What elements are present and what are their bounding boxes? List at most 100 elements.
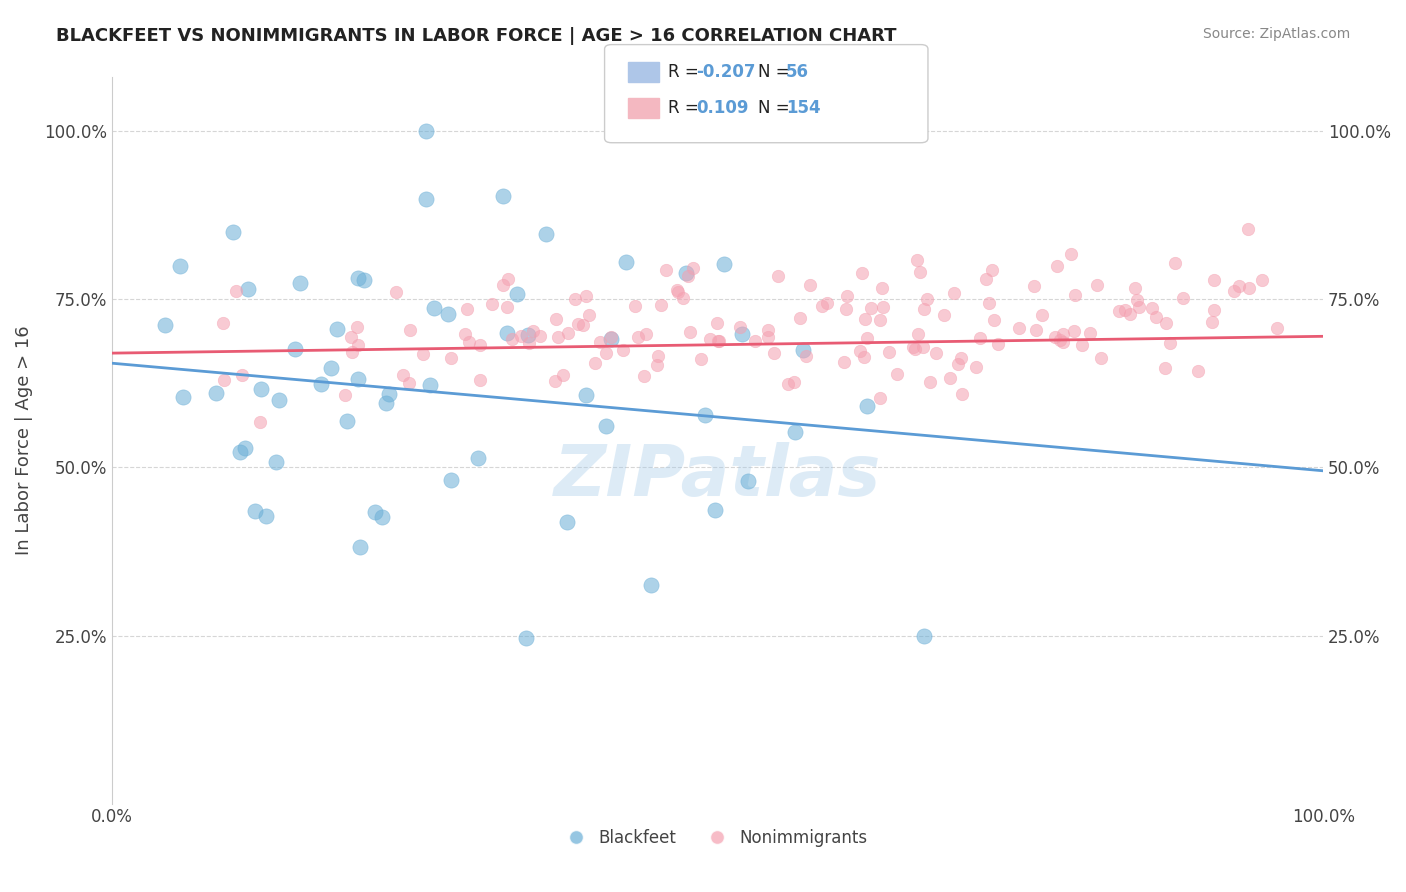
blue — [912, 629, 935, 643]
blue — [505, 286, 527, 301]
pink — [768, 269, 790, 284]
pink — [987, 337, 1010, 351]
Text: N =: N = — [758, 99, 794, 117]
blue — [856, 400, 879, 414]
pink — [623, 299, 645, 313]
blue — [378, 387, 401, 401]
pink — [583, 355, 606, 369]
pink — [399, 323, 422, 337]
pink — [901, 340, 924, 354]
blue — [731, 326, 754, 341]
pink — [650, 298, 672, 312]
Text: R =: R = — [668, 63, 704, 81]
pink — [811, 299, 834, 313]
pink — [1142, 301, 1164, 316]
pink — [491, 278, 513, 293]
pink — [1227, 278, 1250, 293]
pink — [412, 347, 434, 361]
pink — [1251, 273, 1274, 287]
pink — [509, 329, 531, 343]
pink — [578, 308, 600, 322]
pink — [907, 327, 929, 342]
pink — [1031, 309, 1053, 323]
pink — [886, 367, 908, 381]
blue — [347, 372, 370, 386]
pink — [1052, 326, 1074, 341]
pink — [575, 289, 598, 303]
blue — [269, 392, 291, 407]
pink — [969, 331, 991, 345]
pink — [877, 345, 900, 359]
pink — [645, 359, 668, 373]
pink — [672, 291, 695, 305]
pink — [1090, 351, 1112, 365]
pink — [943, 286, 966, 301]
pink — [496, 272, 519, 286]
pink — [679, 325, 702, 339]
blue — [792, 343, 814, 358]
pink — [1024, 278, 1046, 293]
pink — [212, 316, 235, 330]
pink — [950, 386, 973, 401]
blue — [153, 318, 176, 332]
blue — [353, 273, 375, 287]
pink — [468, 373, 491, 387]
pink — [392, 368, 415, 383]
pink — [789, 310, 811, 325]
pink — [979, 295, 1001, 310]
pink — [980, 263, 1002, 277]
blue — [205, 385, 228, 400]
pink — [1046, 260, 1069, 274]
Text: 154: 154 — [786, 99, 821, 117]
pink — [1007, 321, 1029, 335]
pink — [1202, 273, 1225, 287]
pink — [917, 292, 939, 306]
pink — [1153, 360, 1175, 375]
pink — [567, 317, 589, 331]
pink — [481, 297, 503, 311]
pink — [965, 360, 987, 375]
blue — [555, 516, 578, 530]
blue — [737, 474, 759, 488]
pink — [932, 308, 955, 322]
pink — [758, 329, 780, 343]
pink — [589, 335, 612, 350]
pink — [529, 328, 551, 343]
pink — [794, 350, 817, 364]
blue — [349, 540, 371, 554]
blue — [675, 267, 697, 281]
pink — [347, 337, 370, 351]
pink — [869, 313, 891, 327]
pink — [872, 300, 894, 314]
pink — [346, 320, 368, 334]
pink — [595, 346, 617, 360]
pink — [612, 343, 634, 357]
pink — [853, 311, 876, 326]
pink — [1025, 323, 1047, 337]
pink — [939, 371, 962, 385]
blue — [785, 425, 807, 440]
blue — [238, 281, 260, 295]
pink — [440, 351, 463, 365]
blue — [440, 473, 463, 487]
blue — [347, 271, 370, 285]
pink — [870, 281, 893, 295]
pink — [976, 272, 998, 286]
pink — [666, 283, 689, 297]
pink — [454, 327, 477, 342]
pink — [1064, 287, 1087, 301]
pink — [1060, 247, 1083, 261]
blue — [336, 414, 359, 428]
pink — [501, 332, 523, 346]
blue — [371, 510, 394, 524]
blue — [172, 391, 194, 405]
pink — [1114, 302, 1136, 317]
pink — [212, 373, 235, 387]
Text: ZIPatlas: ZIPatlas — [554, 442, 882, 511]
blue — [415, 193, 437, 207]
pink — [225, 285, 247, 299]
blue — [595, 419, 617, 434]
blue — [254, 508, 277, 523]
pink — [682, 261, 704, 276]
blue — [250, 383, 273, 397]
